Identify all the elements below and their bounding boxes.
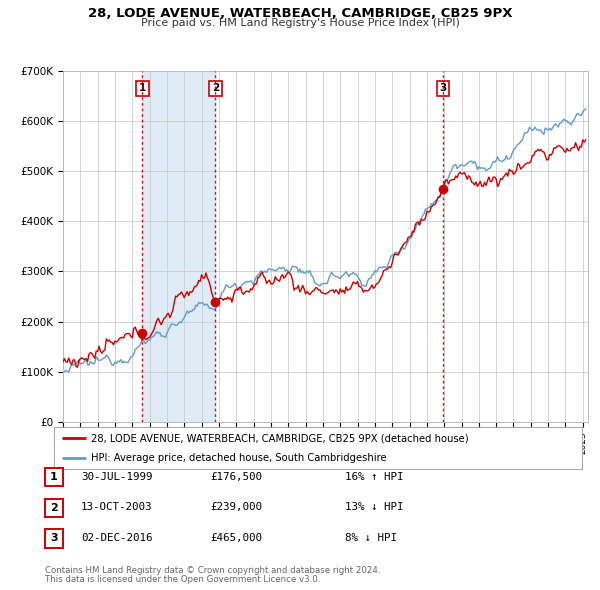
Text: 3: 3 [50, 533, 58, 543]
Text: Price paid vs. HM Land Registry's House Price Index (HPI): Price paid vs. HM Land Registry's House … [140, 18, 460, 28]
Text: 28, LODE AVENUE, WATERBEACH, CAMBRIDGE, CB25 9PX: 28, LODE AVENUE, WATERBEACH, CAMBRIDGE, … [88, 7, 512, 20]
Text: 1: 1 [50, 472, 58, 482]
Text: 2: 2 [212, 83, 219, 93]
Text: HPI: Average price, detached house, South Cambridgeshire: HPI: Average price, detached house, Sout… [91, 454, 386, 463]
Text: £239,000: £239,000 [210, 503, 262, 512]
Text: Contains HM Land Registry data © Crown copyright and database right 2024.: Contains HM Land Registry data © Crown c… [45, 566, 380, 575]
Text: This data is licensed under the Open Government Licence v3.0.: This data is licensed under the Open Gov… [45, 575, 320, 584]
Text: 13% ↓ HPI: 13% ↓ HPI [345, 503, 404, 512]
Text: 30-JUL-1999: 30-JUL-1999 [81, 472, 152, 481]
Text: 13-OCT-2003: 13-OCT-2003 [81, 503, 152, 512]
Text: 3: 3 [439, 83, 446, 93]
Text: 28, LODE AVENUE, WATERBEACH, CAMBRIDGE, CB25 9PX (detached house): 28, LODE AVENUE, WATERBEACH, CAMBRIDGE, … [91, 433, 469, 443]
Text: £465,000: £465,000 [210, 533, 262, 543]
Text: 1: 1 [139, 83, 146, 93]
Text: 2: 2 [50, 503, 58, 513]
Text: £176,500: £176,500 [210, 472, 262, 481]
Text: 02-DEC-2016: 02-DEC-2016 [81, 533, 152, 543]
Bar [142, 71, 215, 422]
Text: 16% ↑ HPI: 16% ↑ HPI [345, 472, 404, 481]
Text: 8% ↓ HPI: 8% ↓ HPI [345, 533, 397, 543]
